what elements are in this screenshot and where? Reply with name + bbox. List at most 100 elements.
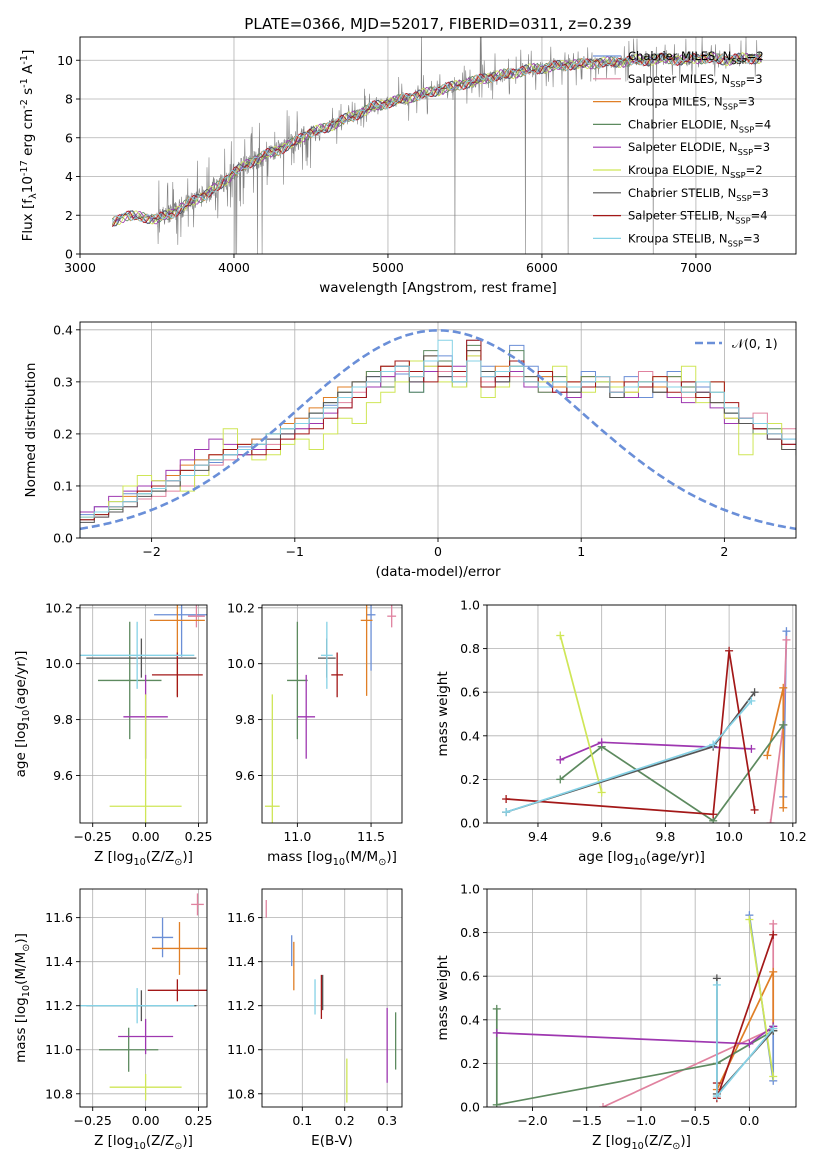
z-weight-marker [492,1028,501,1037]
spectrum-ylabel: Flux [fλ10-17 erg cm-2 s-1 A-1] [19,50,39,242]
z-mass-errorbar [151,917,174,958]
residuals-xtick-label: −1 [286,544,304,559]
z-weight-axes: −2.0 −1.5 −1.0 −0.5 0.0 0.0 0.2 0.4 0.6 0.8 1.0 Z [… [435,882,796,1152]
spectrum-ytick-label: 0 [65,247,73,262]
z-mass-errorbar [118,1018,174,1055]
legend-label: Salpeter ELODIE, NSSP=3 [628,140,770,157]
z-mass-plot [80,893,207,1101]
legend-label: Kroupa MILES, NSSP=3 [628,95,755,112]
mass-age-xlabel: mass [log10(M/M⊙)] [267,849,397,868]
spectrum-xtick-label: 5000 [372,260,404,275]
z-weight-line [496,1025,774,1045]
z-weight-xtick-label: 0.0 [739,1113,759,1128]
z-weight-line [495,1008,774,1106]
age-weight-xtick-label: 9.4 [528,829,548,844]
spectrum-model-line [112,52,762,225]
z-weight-line [748,919,775,1077]
residuals-axes: −2 −1 0 1 2 0.0 0.1 0.2 0.3 0.4 (data-model)/error… [23,322,796,580]
z-weight-marker [745,1039,754,1048]
z-age-errorbar [151,652,203,698]
age-weight-marker [750,805,759,814]
z-weight-marker [769,930,778,939]
z-mass-errorbar [80,988,195,1024]
z-age-errorbar [86,638,197,678]
z-mass-ytick-label: 11.0 [45,1042,73,1057]
spectrum-xtick-label: 3000 [64,260,96,275]
z-age-errorbar [80,621,195,689]
z-mass-errorbar [109,1073,182,1101]
age-weight-marker [779,720,788,729]
ebv-mass-ytick-label: 10.8 [227,1086,255,1101]
residuals-ylabel: Normed distribution [23,363,39,498]
z-weight-marker [492,1004,501,1013]
z-age-ytick-label: 10.2 [45,600,73,615]
z-weight-marker [492,1100,501,1107]
residuals-histogram [80,339,796,538]
spectrum-ytick-label: 4 [65,169,73,184]
residuals-xtick-label: −2 [142,544,160,559]
z-weight-marker [769,919,778,928]
z-weight-plot [492,911,778,1107]
residuals-ytick-label: 0.1 [53,478,73,493]
z-age-errorbar [109,694,182,823]
z-weight-marker [769,1072,778,1081]
ebv-mass-plot [265,900,397,1103]
age-weight-ytick-label: 0.6 [460,685,480,700]
z-mass-frame [79,888,208,1108]
z-weight-marker [712,1092,721,1101]
age-weight-marker [502,795,511,804]
age-weight-ytick-label: 1.0 [460,598,480,613]
spectrum-ytick-label: 2 [65,208,73,223]
residuals-xtick-label: 1 [577,544,585,559]
z-weight-ylabel: mass weight [435,955,451,1040]
residuals-ytick-label: 0.2 [53,426,73,441]
mass-age-ytick-label: 10.2 [227,600,255,615]
age-weight-xtick-label: 9.6 [592,829,612,844]
age-weight-xtick-label: 10.2 [779,829,807,844]
spectrum-title: PLATE=0366, MJD=52017, FIBERID=0311, z=0… [244,15,631,33]
z-weight-xlabel: Z [log10(Z/Z⊙)] [592,1133,691,1152]
age-weight-marker [782,627,791,636]
z-mass-xlabel: Z [log10(Z/Z⊙)] [94,1133,193,1152]
ebv-mass-frame [261,888,403,1108]
age-weight-marker [779,683,788,692]
residuals-frame [79,321,797,539]
z-weight-ytick-label: 0.0 [460,1100,480,1115]
legend-label: Kroupa ELODIE, NSSP=2 [628,163,763,180]
z-weight-ytick-label: 0.4 [460,1012,480,1027]
z-weight-marker [712,980,721,989]
age-weight-line [559,635,603,793]
residuals-histogram [80,355,796,538]
z-weight-xtick-label: −0.5 [680,1113,710,1128]
spectrum-plot [111,37,763,254]
mass-age-frame [261,604,403,824]
z-weight-ytick-label: 0.8 [460,925,480,940]
spectrum-xlabel: wavelength [Angstrom, rest frame] [319,280,557,296]
residuals-histogram [80,339,796,538]
age-weight-ytick-label: 0.4 [460,728,480,743]
mass-age-plot [264,605,397,823]
z-age-errorbar [154,605,207,657]
age-weight-line [505,691,756,813]
legend-label: Salpeter MILES, NSSP=3 [628,72,763,89]
age-weight-marker [725,646,734,655]
z-weight-xtick-label: −2.0 [517,1113,547,1128]
mass-age-xtick-label: 11.0 [283,829,311,844]
z-weight-marker [599,1103,608,1107]
z-mass-ylabel: mass [log10(M/M⊙)] [13,933,32,1063]
z-age-ytick-label: 10.0 [45,656,73,671]
z-mass-xtick-label: 0.25 [185,1113,213,1128]
z-age-plot [80,605,207,823]
residuals-histogram [80,360,796,538]
age-weight-marker [556,631,565,640]
z-mass-axes: −0.25 0.00 0.25 10.8 11.0 11.2 11.4 11.6 Z [log1… [13,889,212,1152]
age-weight-marker [502,808,511,817]
residuals-ytick-label: 0.0 [53,531,73,546]
z-mass-errorbar [99,1027,159,1072]
residuals-xtick-label: 2 [720,544,728,559]
spectrum-ytick-label: 6 [65,130,73,145]
spectrum-frame [79,36,797,255]
mass-age-errorbar [360,605,373,696]
age-weight-marker [766,819,775,823]
